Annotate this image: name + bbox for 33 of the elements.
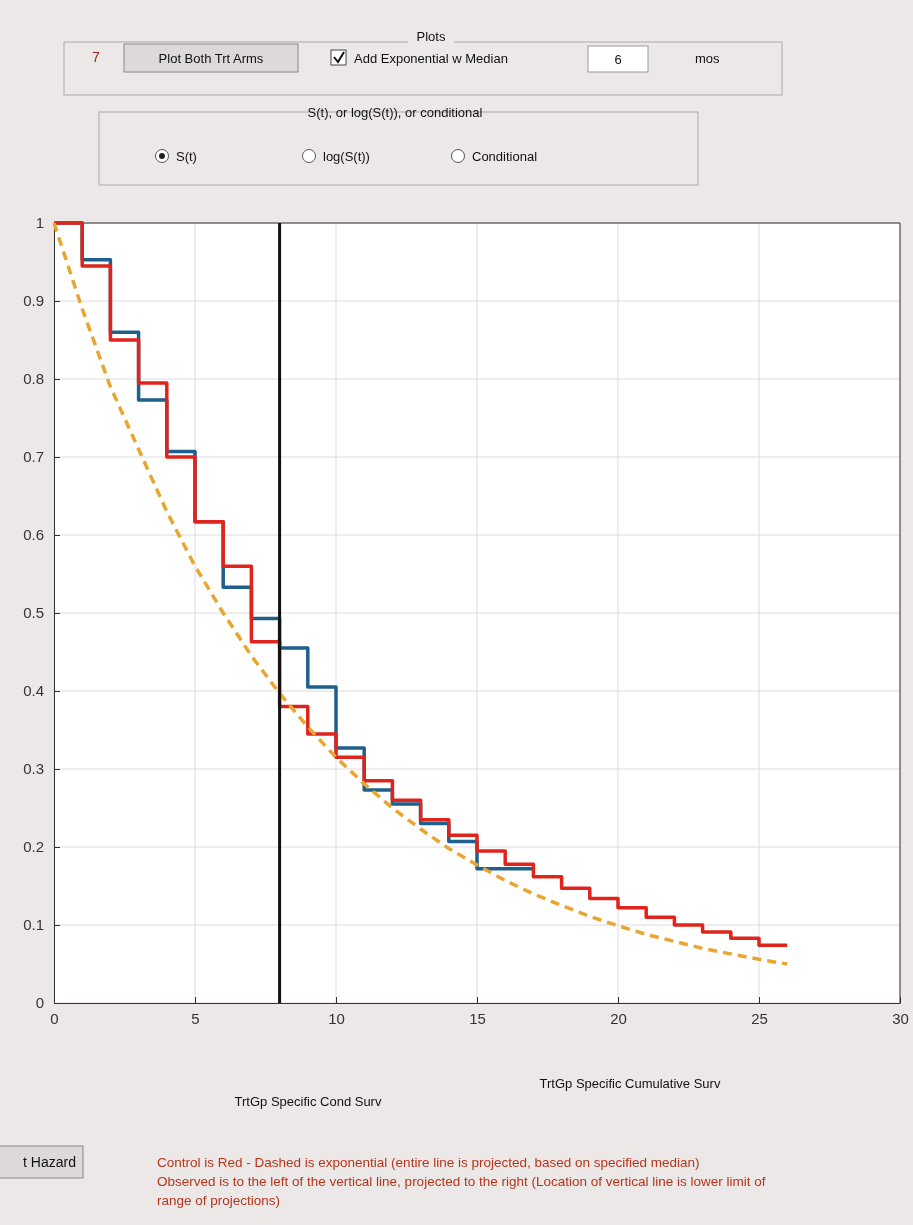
- text: Plots: [416, 29, 446, 44]
- text: mos: [695, 51, 721, 66]
- text: t Hazard: [23, 1154, 76, 1170]
- text: Conditional: [472, 149, 538, 164]
- text: Plot Both Trt Arms: [158, 51, 264, 66]
- y-tick-label: 0: [35, 994, 44, 1012]
- x-tick-label: 20: [610, 1009, 627, 1027]
- text: TrtGp Specific Cond Surv: [234, 1094, 382, 1109]
- y-tick-label: 0.6: [23, 526, 44, 544]
- x-tick-label: 15: [469, 1009, 486, 1027]
- y-tick-label: 0.1: [23, 916, 44, 934]
- text: Control is Red - Dashed is exponential (entire line is projected, based on specified median): [157, 1155, 700, 1170]
- y-tick-label: 0.8: [23, 370, 44, 388]
- text: 7: [92, 49, 101, 65]
- y-tick-label: 0.3: [23, 760, 44, 778]
- text: Observed is to the left of the vertical line, projected to the right (Location of vertical line is lower limit of range of projections): [157, 1174, 766, 1208]
- x-tick-label: 25: [751, 1009, 768, 1027]
- text: S(t), or log(S(t)), or conditional: [307, 105, 483, 120]
- y-tick-label: 0.4: [23, 682, 44, 700]
- x-tick-label: 10: [328, 1009, 345, 1027]
- x-tick-label: 5: [191, 1009, 200, 1027]
- text: Add Exponential w Median: [354, 51, 508, 66]
- x-tick-label: 0: [50, 1009, 59, 1027]
- text: 6: [614, 52, 622, 67]
- text: log(S(t)): [323, 149, 370, 164]
- text: TrtGp Specific Cumulative Surv: [539, 1076, 721, 1091]
- x-tick-label: 30: [892, 1009, 909, 1027]
- text: S(t): [176, 149, 197, 164]
- y-tick-label: 0.5: [23, 604, 44, 622]
- y-tick-label: 0.9: [23, 292, 44, 310]
- y-tick-label: 0.2: [23, 838, 44, 856]
- y-tick-label: 1: [35, 214, 44, 232]
- y-tick-label: 0.7: [23, 448, 44, 466]
